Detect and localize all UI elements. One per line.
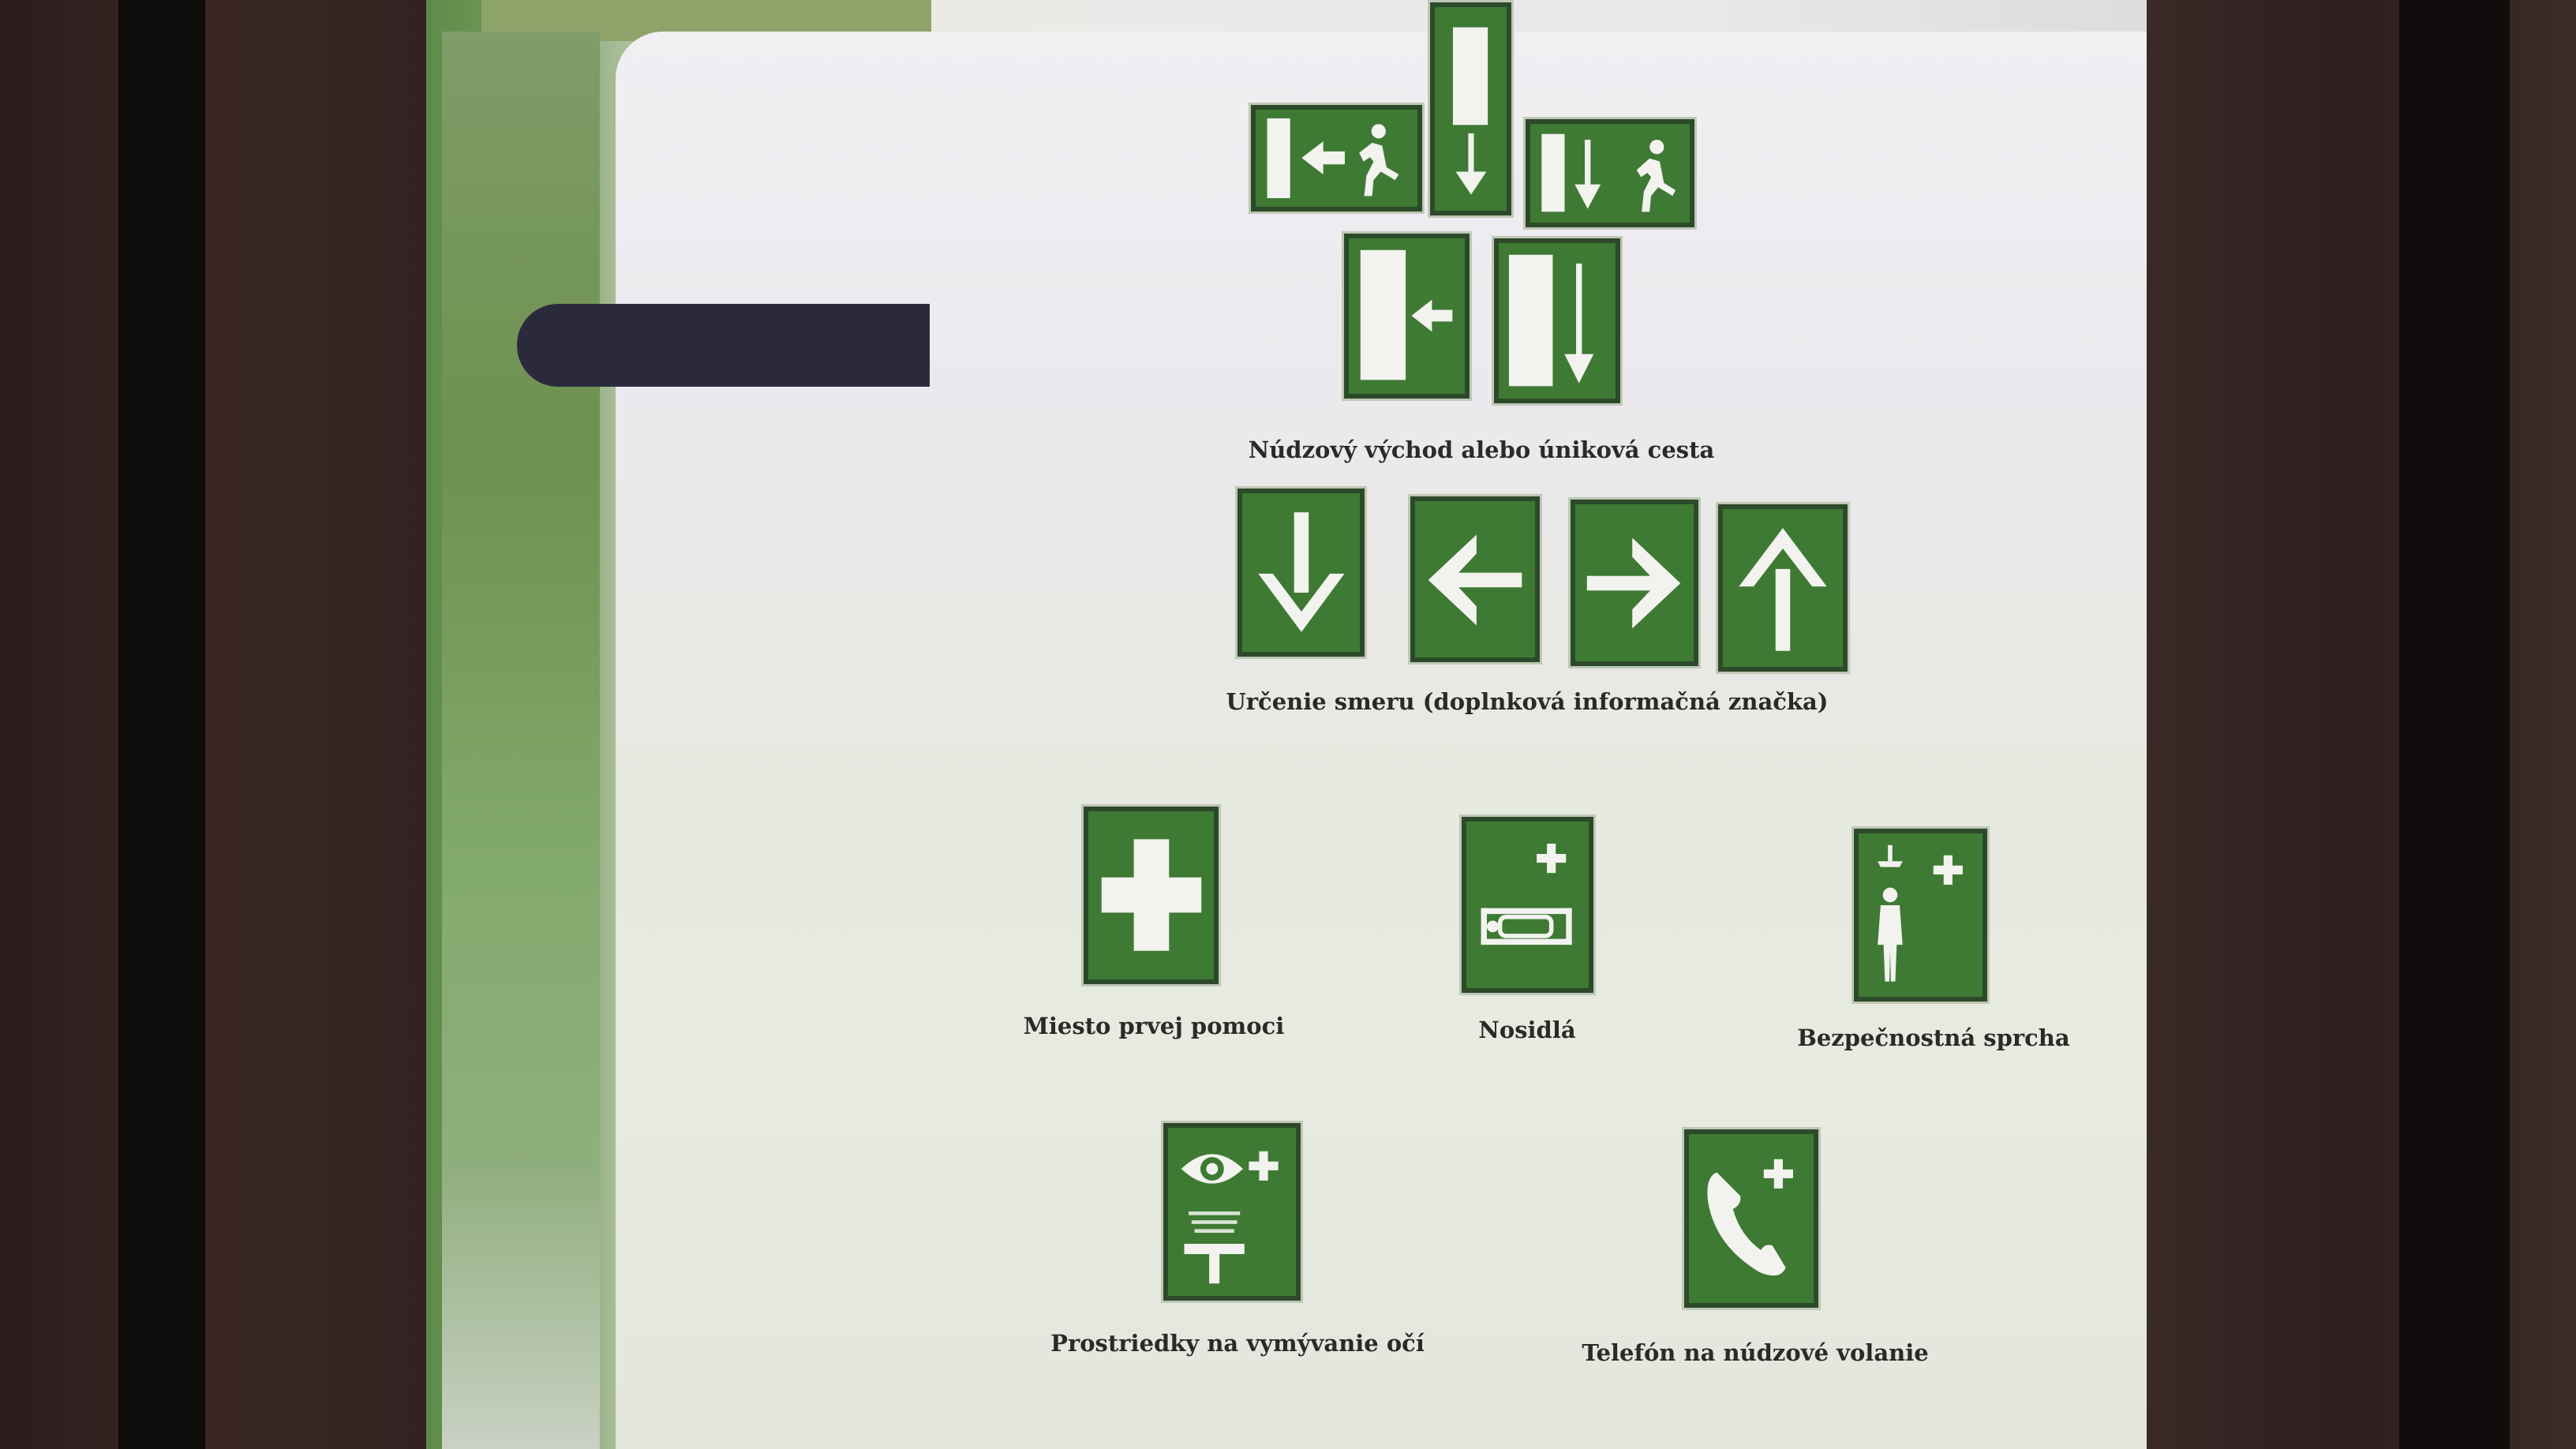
arrow-right-icon <box>1571 500 1698 666</box>
arrow-down-icon <box>1237 489 1365 657</box>
safety-shower-caption: Bezpečnostná sprcha <box>1797 1024 2070 1051</box>
emergency-phone-caption: Telefón na núdzové volanie <box>1582 1339 1929 1366</box>
door-arrow-down-icon <box>1430 2 1511 215</box>
stretcher-icon <box>1462 817 1593 993</box>
eye-wash-caption: Prostriedky na vymývanie očí <box>1050 1330 1425 1357</box>
arrow-up-icon <box>1718 504 1848 672</box>
slide-title-bar <box>517 304 930 387</box>
door-arrow-down-running-man-icon <box>1526 119 1694 227</box>
room-wall-left <box>0 0 489 1449</box>
screen-frame-right <box>2399 0 2510 1449</box>
first-aid-cross-icon <box>1084 807 1219 984</box>
slide-green-side-strip <box>442 32 600 1449</box>
screen-frame-left <box>118 0 205 1449</box>
door-arrow-left-icon <box>1344 234 1470 399</box>
door-arrow-down-icon <box>1494 238 1620 403</box>
first-aid-caption: Miesto prvej pomoci <box>1023 1013 1285 1039</box>
eye-wash-icon <box>1163 1123 1301 1301</box>
stretcher-caption: Nosidlá <box>1478 1017 1576 1043</box>
emergency-exit-caption: Núdzový východ alebo úniková cesta <box>1248 436 1715 463</box>
emergency-phone-icon <box>1684 1129 1818 1308</box>
safety-shower-icon <box>1854 829 1987 1002</box>
direction-caption: Určenie smeru (doplnková informačná znač… <box>1226 688 1829 715</box>
door-arrow-left-running-man-icon <box>1251 105 1422 212</box>
arrow-left-icon <box>1410 496 1540 662</box>
